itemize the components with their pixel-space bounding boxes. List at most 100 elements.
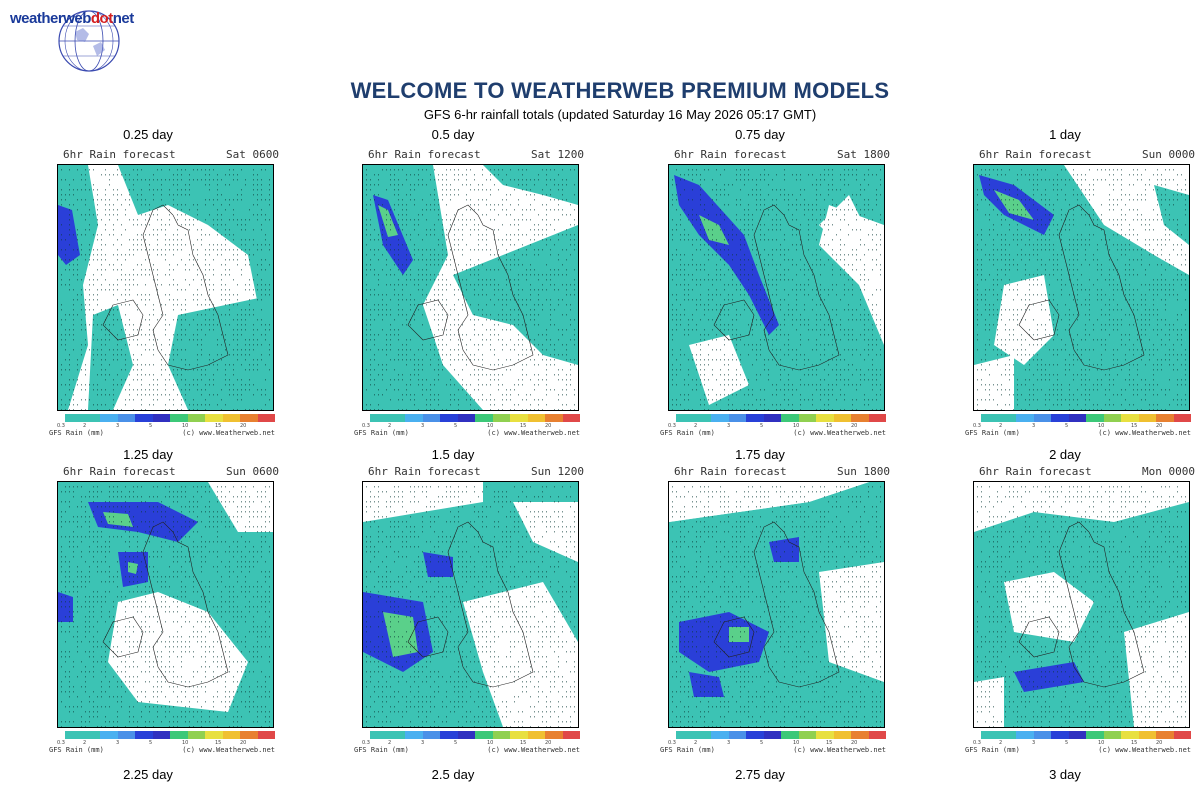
coastline <box>102 204 229 371</box>
lead-label: 0.75 day <box>735 127 785 142</box>
logo-part-weatherweb: weatherweb <box>10 10 91 27</box>
scale-tick-label: 20 <box>240 740 247 746</box>
precip-dots <box>672 486 881 727</box>
rain-map <box>57 164 274 411</box>
lead-label: 1.25 day <box>123 447 173 462</box>
scale-tick-label: 0.3 <box>362 740 370 746</box>
precip-dots <box>61 486 270 727</box>
forecast-panel[interactable]: 6hr Rain forecast Sat 1200 0.3 2 3 5 10 15 20 GFS… <box>354 148 592 444</box>
scale-tick-label: 0.3 <box>973 423 981 429</box>
rain-map <box>362 164 579 411</box>
panel-title: 6hr Rain forecast Sat 1800 <box>674 148 890 161</box>
forecast-panel[interactable]: 6hr Rain forecast Mon 0000 0.3 2 3 5 10 15 20 GFS… <box>965 465 1200 761</box>
scale-swatch <box>117 731 135 739</box>
scale-swatch <box>562 414 580 422</box>
lead-label: 1 day <box>1049 127 1081 142</box>
forecast-panel[interactable]: 6hr Rain forecast Sun 0000 0.3 2 3 5 10 15 20 GFS… <box>965 148 1200 444</box>
rain-area <box>819 562 884 682</box>
precip-dots <box>366 169 575 410</box>
panel-label: 6hr Rain forecast <box>674 148 787 161</box>
coastline <box>713 521 840 688</box>
rain-area <box>88 305 133 410</box>
rain-area <box>1124 612 1189 727</box>
rain-area <box>689 335 749 405</box>
scale-swatch <box>370 731 388 739</box>
forecast-panel[interactable]: 6hr Rain forecast Sat 1800 0.3 2 3 5 10 15 20 GFS… <box>660 148 898 444</box>
scale-tick-label: 3 <box>727 740 731 746</box>
scale-swatch <box>868 414 886 422</box>
scale-tick-label: 5 <box>149 423 153 429</box>
rain-area <box>1004 572 1094 642</box>
rain-map-svg <box>974 165 1189 410</box>
rain-area <box>483 165 578 205</box>
logo-text: weatherwebdotnet <box>10 10 134 27</box>
panel-title: 6hr Rain forecast Mon 0000 <box>979 465 1195 478</box>
panel-title: 6hr Rain forecast Sat 0600 <box>63 148 279 161</box>
panel-title: 6hr Rain forecast Sun 1200 <box>368 465 584 478</box>
scale-swatch <box>205 731 223 739</box>
rain-map <box>973 164 1190 411</box>
lead-label: 2 day <box>1049 447 1081 462</box>
scale-swatch <box>510 414 528 422</box>
weatherweb-logo[interactable]: weatherwebdotnet <box>10 8 134 78</box>
scale-tick-label: 2 <box>83 740 87 746</box>
scale-swatch <box>693 731 711 739</box>
scale-swatch <box>781 731 799 739</box>
forecast-panel[interactable]: 6hr Rain forecast Sun 0600 0.3 2 3 5 10 15 20 GFS… <box>49 465 287 761</box>
scale-swatch <box>1033 414 1051 422</box>
scale-swatch <box>1051 414 1069 422</box>
scale-tick-label: 3 <box>116 423 120 429</box>
panel-title: 6hr Rain forecast Sun 0600 <box>63 465 279 478</box>
scale-tick-label: 5 <box>454 423 458 429</box>
scale-tick-label: 5 <box>149 740 153 746</box>
scale-tick-label: 5 <box>1065 740 1069 746</box>
rain-area <box>974 355 1014 410</box>
scale-tick-label: 20 <box>1156 423 1163 429</box>
scale-tick-label: 10 <box>487 740 494 746</box>
scale-swatch <box>816 731 834 739</box>
scale-swatch <box>1016 414 1034 422</box>
scale-swatch <box>240 414 258 422</box>
scale-swatch <box>100 414 118 422</box>
forecast-panel[interactable]: 6hr Rain forecast Sun 1800 0.3 2 3 5 10 15 20 GFS… <box>660 465 898 761</box>
scale-swatch <box>170 731 188 739</box>
scale-tick-label: 2 <box>83 423 87 429</box>
forecast-panel[interactable]: 6hr Rain forecast Sun 1200 0.3 2 3 5 10 15 20 GFS… <box>354 465 592 761</box>
rain-colour-scale <box>370 731 580 739</box>
rain-area <box>699 215 729 245</box>
rain-area <box>378 205 398 237</box>
rain-map <box>973 481 1190 728</box>
page-subtitle: GFS 6-hr rainfall totals (updated Saturd… <box>423 107 817 122</box>
forecast-panel[interactable]: 6hr Rain forecast Sat 0600 0.3 2 3 5 10 15 20 GFS… <box>49 148 287 444</box>
rain-area <box>463 582 578 727</box>
rain-colour-scale <box>981 414 1191 422</box>
scale-swatch <box>422 731 440 739</box>
scale-swatch <box>676 731 694 739</box>
scale-swatch <box>676 414 694 422</box>
scale-swatch <box>763 414 781 422</box>
rain-units-label: GFS Rain (mm) <box>49 429 104 437</box>
coastline <box>407 521 534 688</box>
scale-swatch <box>1121 731 1139 739</box>
scale-tick-label: 2 <box>694 423 698 429</box>
copyright-label: (c) www.Weatherweb.net <box>487 429 580 437</box>
panel-label: 6hr Rain forecast <box>368 465 481 478</box>
scale-swatch <box>422 414 440 422</box>
lead-label: 1.5 day <box>431 447 475 462</box>
rain-map <box>57 481 274 728</box>
rain-units-label: GFS Rain (mm) <box>965 429 1020 437</box>
coastline <box>713 204 840 371</box>
rain-area <box>513 502 578 562</box>
panel-label: 6hr Rain forecast <box>674 465 787 478</box>
scale-tick-label: 2 <box>999 423 1003 429</box>
scale-swatch <box>728 414 746 422</box>
scale-tick-label: 0.3 <box>973 740 981 746</box>
rain-area <box>103 512 133 527</box>
scale-swatch <box>387 414 405 422</box>
scale-tick-label: 15 <box>1131 740 1138 746</box>
lead-label: 1.75 day <box>735 447 785 462</box>
scale-tick-label: 15 <box>520 423 527 429</box>
rain-colour-scale <box>981 731 1191 739</box>
rain-area <box>383 612 418 657</box>
copyright-label: (c) www.Weatherweb.net <box>1098 429 1191 437</box>
